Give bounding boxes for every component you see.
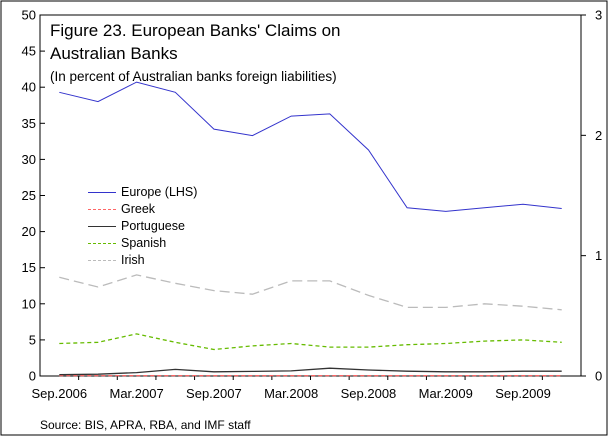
y-right-tick-label: 1 xyxy=(595,248,602,263)
legend-swatch xyxy=(88,243,116,244)
y-left-tick-label: 5 xyxy=(29,332,36,347)
legend-swatch xyxy=(88,192,116,193)
y-left-tick-label: 35 xyxy=(22,116,36,131)
legend-label: Greek xyxy=(121,202,156,216)
series-line-europe-lhs xyxy=(59,81,562,212)
y-left-tick-label: 45 xyxy=(22,44,36,59)
legend-label: Portuguese xyxy=(121,219,185,233)
y-left-tick-label: 15 xyxy=(22,260,36,275)
legend-swatch xyxy=(88,260,116,261)
legend-swatch xyxy=(88,226,116,227)
x-tick-label: Mar.2007 xyxy=(110,386,164,401)
y-left-tick-label: 0 xyxy=(29,369,36,384)
y-right-tick-label: 0 xyxy=(595,369,602,384)
legend-swatch xyxy=(88,209,116,210)
legend-label: Europe (LHS) xyxy=(121,185,198,199)
x-tick-label: Mar.2009 xyxy=(419,386,473,401)
y-left-tick-label: 40 xyxy=(22,80,36,95)
x-tick-label: Sep.2006 xyxy=(31,386,87,401)
x-tick-label: Sep.2009 xyxy=(495,386,551,401)
y-right-tick-label: 2 xyxy=(595,128,602,143)
series-line-spanish xyxy=(59,333,562,351)
x-tick-label: Mar.2008 xyxy=(264,386,318,401)
legend-label: Irish xyxy=(121,253,145,267)
y-left-tick-label: 25 xyxy=(22,188,36,203)
y-left-tick-label: 30 xyxy=(22,152,36,167)
series-line-irish xyxy=(59,274,562,311)
series-line-portuguese xyxy=(59,367,562,376)
x-tick-label: Sep.2007 xyxy=(186,386,242,401)
y-left-tick-label: 10 xyxy=(22,296,36,311)
y-left-tick-label: 50 xyxy=(22,8,36,23)
y-right-tick-label: 3 xyxy=(595,8,602,23)
legend-label: Spanish xyxy=(121,236,167,250)
x-tick-label: Sep.2008 xyxy=(341,386,397,401)
y-left-tick-label: 20 xyxy=(22,224,36,239)
